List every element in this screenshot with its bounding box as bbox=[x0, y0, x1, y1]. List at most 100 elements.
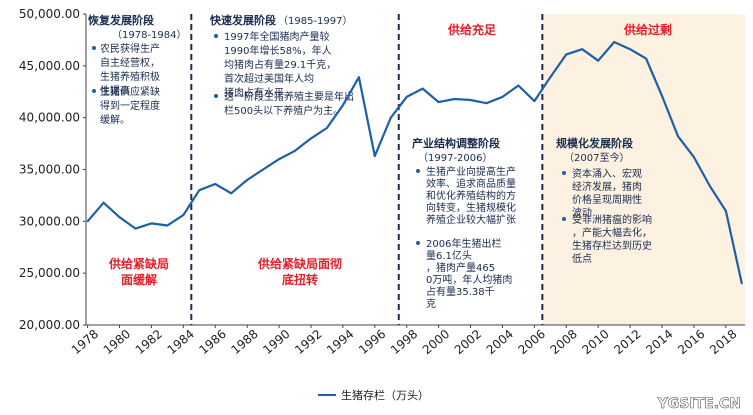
y-tick-label: 35,000.00 bbox=[19, 163, 80, 177]
data-point bbox=[134, 227, 137, 230]
phase-4-status: 供给过剩 bbox=[623, 22, 672, 37]
data-point bbox=[230, 192, 233, 195]
data-point bbox=[358, 76, 360, 79]
data-point bbox=[118, 216, 121, 218]
x-tick-label: 2004 bbox=[484, 327, 516, 357]
data-point bbox=[182, 214, 185, 216]
x-tick-label: 2008 bbox=[548, 327, 580, 357]
x-tick-label: 1986 bbox=[196, 327, 228, 357]
y-tick-label: 30,000.00 bbox=[19, 214, 80, 228]
bullet-dot bbox=[214, 94, 218, 98]
data-point bbox=[613, 41, 615, 43]
data-point bbox=[214, 183, 217, 185]
data-point bbox=[501, 96, 504, 98]
phase-2-status: 供给紧缺局面彻底扭转 bbox=[257, 256, 342, 287]
bullet-dot bbox=[92, 46, 96, 50]
bullet-dot bbox=[416, 169, 420, 173]
phase-1-title: 恢复发展阶段 bbox=[88, 13, 154, 27]
x-tick-label: 1980 bbox=[101, 327, 133, 357]
phase-1-annotation: 恢复发展阶段 （1978-1984） 农民获得生产自主经营权，生猪养殖积极性提高… bbox=[88, 13, 187, 287]
data-point bbox=[246, 179, 248, 181]
x-tick-label: 1990 bbox=[260, 327, 292, 357]
x-tick-label: 2016 bbox=[675, 327, 707, 357]
data-point bbox=[437, 101, 440, 103]
y-tick-label: 45,000.00 bbox=[19, 59, 80, 73]
data-point bbox=[629, 48, 631, 51]
data-point bbox=[405, 96, 408, 98]
data-point bbox=[278, 158, 280, 160]
y-tick-label: 50,000.00 bbox=[19, 7, 80, 21]
series-layer bbox=[86, 40, 743, 285]
data-point bbox=[262, 168, 264, 171]
series-line bbox=[86, 40, 743, 284]
phase-3-period: （1997-2006） bbox=[418, 152, 493, 164]
watermark: YGSITE.CN bbox=[657, 396, 741, 412]
phase-3-status: 供给充足 bbox=[447, 22, 496, 37]
phase-3-bullet-1: 生猪产业向提高生产效率、追求商品质量和优化养殖结构的方向转变，生猪规模化养殖企业… bbox=[426, 165, 516, 226]
data-point bbox=[693, 156, 695, 158]
data-point bbox=[86, 220, 89, 223]
data-point bbox=[453, 98, 456, 100]
data-point bbox=[645, 57, 647, 60]
y-tick-label: 20,000.00 bbox=[19, 318, 80, 332]
phase-3-annotation: 产业结构调整阶段 （1997-2006） 生猪产业向提高生产效率、追求商品质量和… bbox=[412, 22, 516, 310]
x-tick-label: 2014 bbox=[643, 327, 675, 357]
x-tick-label: 2000 bbox=[420, 327, 452, 357]
data-point bbox=[294, 150, 296, 152]
legend-label: 生猪存栏（万头） bbox=[341, 388, 429, 402]
phase-4-period: （2007至今） bbox=[564, 151, 629, 164]
data-point bbox=[102, 201, 105, 204]
data-point bbox=[565, 53, 568, 56]
data-point bbox=[725, 210, 727, 212]
x-tick-label: 2006 bbox=[516, 327, 548, 357]
phase-2-title: 快速发展阶段 （1985-1997） bbox=[209, 13, 353, 27]
data-point bbox=[517, 84, 520, 87]
data-point bbox=[310, 137, 312, 140]
data-point bbox=[389, 116, 392, 119]
y-tick-label: 25,000.00 bbox=[19, 266, 80, 280]
x-tick-label: 1998 bbox=[388, 327, 420, 357]
shaded-region bbox=[542, 14, 745, 325]
x-tick-label: 2012 bbox=[611, 327, 643, 357]
legend: 生猪存栏（万头） bbox=[318, 388, 429, 402]
data-point bbox=[709, 185, 711, 187]
phase-2-bullet-1: 1997年全国猪肉产量较 1990年增长58%，年人均猪肉占有量29.1千克，首次… bbox=[224, 30, 336, 99]
bullet-dot bbox=[562, 217, 566, 221]
phase-4-bullet-2: 受非洲猪瘟的影响，产能大幅去化，生猪存栏达到历史低点 bbox=[572, 213, 652, 265]
data-point bbox=[741, 282, 743, 285]
data-point bbox=[597, 59, 600, 62]
phase-2-bullet-2: 这一阶段生猪养殖主要是年出栏500头以下养殖户为主。 bbox=[224, 90, 354, 117]
phase-4-title: 规模化发展阶段 bbox=[556, 136, 633, 150]
data-point bbox=[581, 48, 584, 51]
x-tick-label: 1982 bbox=[133, 327, 165, 357]
data-point bbox=[469, 99, 472, 101]
phase-2-annotation: 快速发展阶段 （1985-1997） 1997年全国猪肉产量较 1990年增长58%… bbox=[209, 13, 354, 287]
phase-1-status: 供给紧缺局面缓解 bbox=[108, 256, 169, 287]
bullet-dot bbox=[214, 34, 218, 38]
phase-3-title: 产业结构调整阶段 bbox=[412, 136, 500, 150]
x-tick-label: 1996 bbox=[356, 327, 388, 357]
phase-1-period: （1978-1984） bbox=[112, 29, 187, 41]
x-tick-label: 1994 bbox=[324, 327, 356, 357]
data-point bbox=[342, 104, 344, 107]
data-point bbox=[198, 189, 201, 192]
data-point bbox=[677, 135, 679, 138]
x-tick-label: 1992 bbox=[292, 327, 324, 357]
data-point bbox=[374, 155, 376, 157]
phase-4-bullet-1: 资本涌入、宏观经济发展，猪肉价格呈现周期性波动 bbox=[572, 167, 642, 219]
data-point bbox=[485, 102, 488, 104]
data-point bbox=[533, 100, 536, 102]
bullet-dot bbox=[416, 241, 420, 245]
bullet-dot bbox=[562, 171, 566, 175]
x-tick-label: 2010 bbox=[579, 327, 611, 357]
phase-4-annotation: 规模化发展阶段 （2007至今） 资本涌入、宏观经济发展，猪肉价格呈现周期性波动… bbox=[556, 22, 672, 265]
x-tick-label: 1988 bbox=[228, 327, 260, 357]
phase-3-bullet-2: 2006年生猪出栏量6.1亿头，猪肉产量465 0万吨，年人均猪肉占有量35.38… bbox=[426, 237, 512, 310]
data-point bbox=[150, 222, 153, 225]
bullet-dot bbox=[92, 89, 96, 93]
data-point bbox=[166, 224, 169, 227]
y-tick-label: 40,000.00 bbox=[19, 111, 80, 125]
phase-1-bullet-2: 生猪供应紧缺得到一定程度缓解。 bbox=[100, 85, 160, 126]
